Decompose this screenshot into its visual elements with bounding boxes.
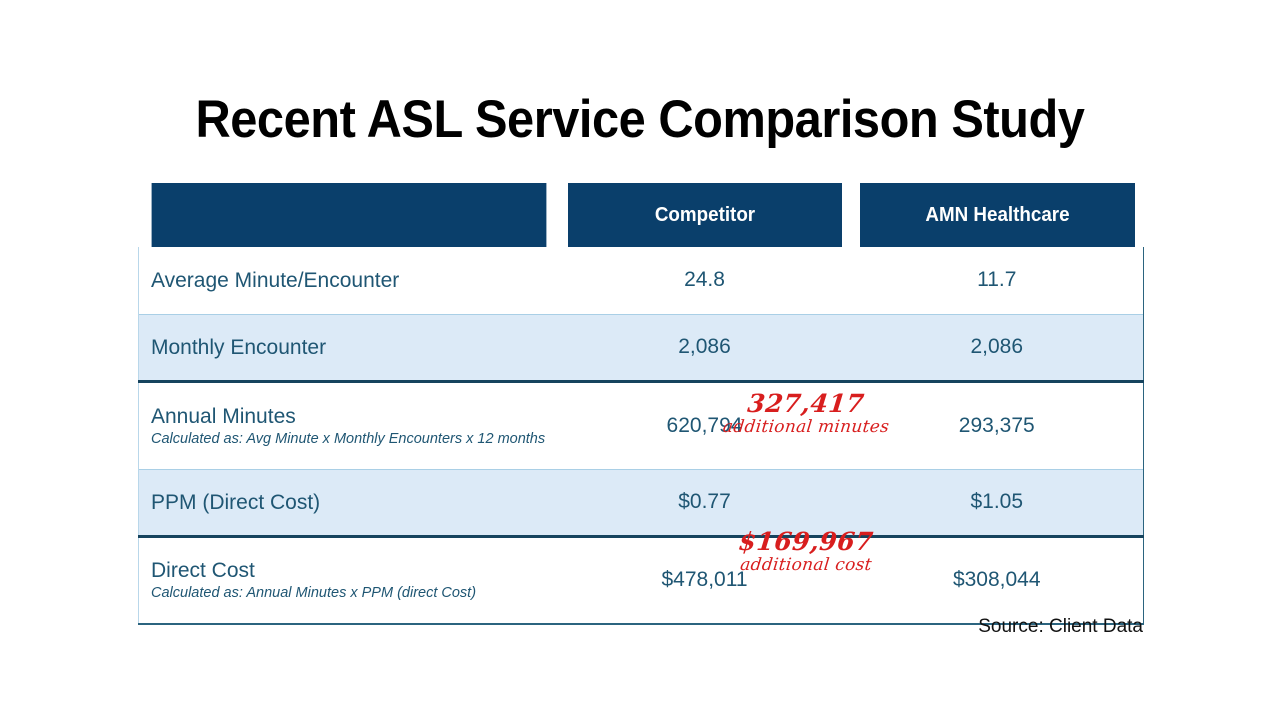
row-value-amn: $1.05 <box>850 468 1144 536</box>
row-value-competitor: 620,794 <box>558 379 851 469</box>
page-title: Recent ASL Service Comparison Study <box>195 90 1085 149</box>
column-header-amn-healthcare: AMN Healthcare <box>859 183 1135 247</box>
row-label: Annual Minutes <box>151 404 296 428</box>
row-value-amn: $308,044 <box>850 534 1144 625</box>
row-value-competitor: $0.77 <box>558 468 851 536</box>
row-label-note: Calculated as: Annual Minutes x PPM (dir… <box>151 585 477 602</box>
table-row: Average Minute/Encounter 24.8 11.7 <box>138 247 1144 314</box>
column-header-metric <box>151 183 546 247</box>
row-value-amn: 293,375 <box>850 379 1144 469</box>
source-note: Source: Client Data <box>978 616 1143 637</box>
comparison-table: Competitor AMN Healthcare Average Minute… <box>138 183 1144 625</box>
row-value-competitor: $478,011 <box>558 534 851 625</box>
row-label: Average Minute/Encounter <box>151 268 400 292</box>
table-header: Competitor AMN Healthcare <box>139 183 1144 247</box>
row-label: Monthly Encounter <box>151 335 327 359</box>
table-row: PPM (Direct Cost) $0.77 $1.05 <box>138 468 1144 536</box>
table-header-row: Competitor AMN Healthcare <box>139 183 1144 247</box>
column-header-competitor: Competitor <box>567 183 842 247</box>
row-label-cell: Direct Cost Calculated as: Annual Minute… <box>138 534 559 625</box>
row-label-cell: Average Minute/Encounter <box>138 247 559 314</box>
row-label: Direct Cost <box>151 559 255 583</box>
comparison-table-container: Competitor AMN Healthcare Average Minute… <box>138 183 1144 625</box>
table-body: Average Minute/Encounter 24.8 11.7 Month… <box>138 247 1144 625</box>
table-row: Monthly Encounter 2,086 2,086 <box>138 313 1144 381</box>
row-value-competitor: 2,086 <box>558 313 851 381</box>
row-label-cell: Annual Minutes Calculated as: Avg Minute… <box>138 379 559 469</box>
table-row: Direct Cost Calculated as: Annual Minute… <box>138 534 1144 625</box>
table-row: Annual Minutes Calculated as: Avg Minute… <box>138 379 1144 469</box>
row-value-amn: 11.7 <box>850 247 1144 314</box>
row-value-competitor: 24.8 <box>684 268 725 292</box>
row-label-note: Calculated as: Avg Minute x Monthly Enco… <box>151 430 546 447</box>
row-label-cell: PPM (Direct Cost) <box>138 468 559 536</box>
row-label-cell: Monthly Encounter <box>138 313 559 381</box>
row-value-amn: 2,086 <box>850 313 1144 381</box>
row-label: PPM (Direct Cost) <box>151 490 321 514</box>
